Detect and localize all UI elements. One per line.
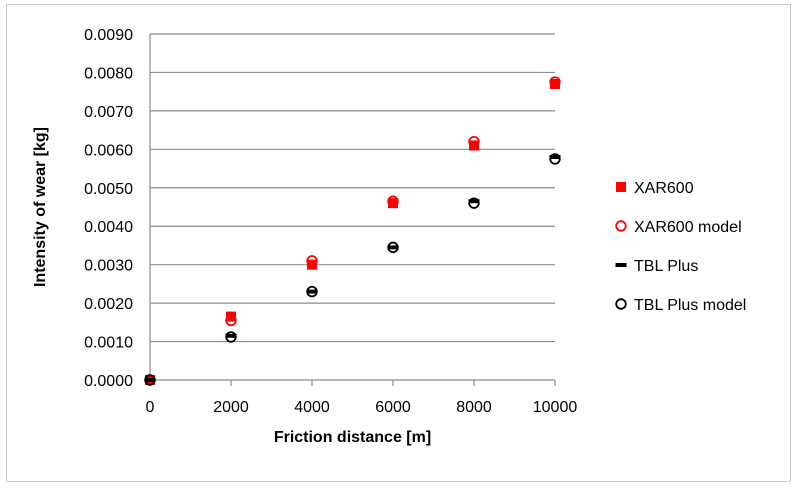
- legend-item: XAR600: [616, 180, 694, 197]
- y-tick-label: 0.0030: [84, 258, 133, 275]
- legend-item: TBL Plus: [615, 258, 698, 275]
- series-0: [145, 78, 560, 385]
- data-point: [306, 289, 318, 294]
- y-tick-label: 0.0050: [84, 181, 133, 198]
- data-point: [549, 153, 561, 165]
- legend-item: TBL Plus model: [615, 297, 746, 314]
- x-tick-label: 6000: [375, 399, 411, 416]
- scatter-chart: 0.0000 0.0010 0.0020 0.0030 0.0040 0.0050 0.00…: [32, 27, 746, 446]
- series-3: [144, 153, 561, 386]
- legend: XAR600 XAR600 model TBL Plus TBL Plus model: [615, 180, 746, 314]
- y-axis-title: Intensity of wear [kg]: [32, 127, 49, 287]
- series-1: [144, 76, 561, 386]
- data-point: [469, 140, 479, 151]
- x-tick-label: 8000: [456, 399, 492, 416]
- y-tick-label: 0.0070: [84, 104, 133, 121]
- y-tick-label: 0.0020: [84, 296, 133, 313]
- data-point: [468, 197, 480, 209]
- data-point: [226, 311, 236, 322]
- data-point: [225, 333, 237, 338]
- y-tick-label: 0.0080: [84, 65, 133, 82]
- data-point: [468, 199, 480, 204]
- legend-label: XAR600 model: [634, 219, 742, 236]
- data-point: [388, 198, 398, 209]
- x-tick-labels: 0 2000 4000 6000 8000 10000: [146, 399, 578, 416]
- data-marks: [144, 76, 561, 386]
- legend-item: XAR600 model: [615, 219, 742, 236]
- data-point: [144, 374, 156, 386]
- legend-marker: [615, 263, 627, 267]
- data-point: [225, 314, 237, 327]
- legend-marker: [615, 298, 627, 310]
- x-tick-label: 2000: [213, 399, 249, 416]
- data-point: [387, 195, 399, 207]
- legend-marker: [615, 220, 627, 232]
- y-tick-label: 0.0090: [84, 27, 133, 44]
- axes: [149, 34, 556, 386]
- data-point: [387, 241, 399, 254]
- y-tick-label: 0.0010: [84, 335, 133, 352]
- series-2: [144, 155, 561, 382]
- x-tick-label: 4000: [294, 399, 330, 416]
- legend-label: TBL Plus model: [634, 297, 746, 314]
- data-point: [307, 259, 317, 270]
- x-tick-label: 10000: [533, 399, 578, 416]
- legend-label: TBL Plus: [634, 258, 698, 275]
- data-point: [306, 255, 318, 267]
- y-tick-labels: 0.0000 0.0010 0.0020 0.0030 0.0040 0.0050 0.00…: [84, 27, 133, 390]
- y-tick-label: 0.0040: [84, 219, 133, 236]
- data-point: [468, 135, 480, 148]
- x-tick-label: 0: [146, 399, 155, 416]
- data-point: [550, 78, 560, 89]
- data-point: [144, 378, 156, 382]
- legend-marker: [616, 182, 626, 192]
- chart-frame: 0.0000 0.0010 0.0020 0.0030 0.0040 0.0050 0.00…: [6, 4, 791, 482]
- data-point: [306, 285, 318, 298]
- y-tick-label: 0.0000: [84, 373, 133, 390]
- data-point: [225, 331, 237, 343]
- legend-label: XAR600: [634, 180, 694, 197]
- x-axis-title: Friction distance [m]: [274, 429, 431, 446]
- data-point: [549, 76, 561, 88]
- grid-lines: [150, 33, 555, 343]
- y-tick-label: 0.0060: [84, 142, 133, 159]
- data-point: [549, 155, 561, 160]
- data-point: [387, 245, 399, 250]
